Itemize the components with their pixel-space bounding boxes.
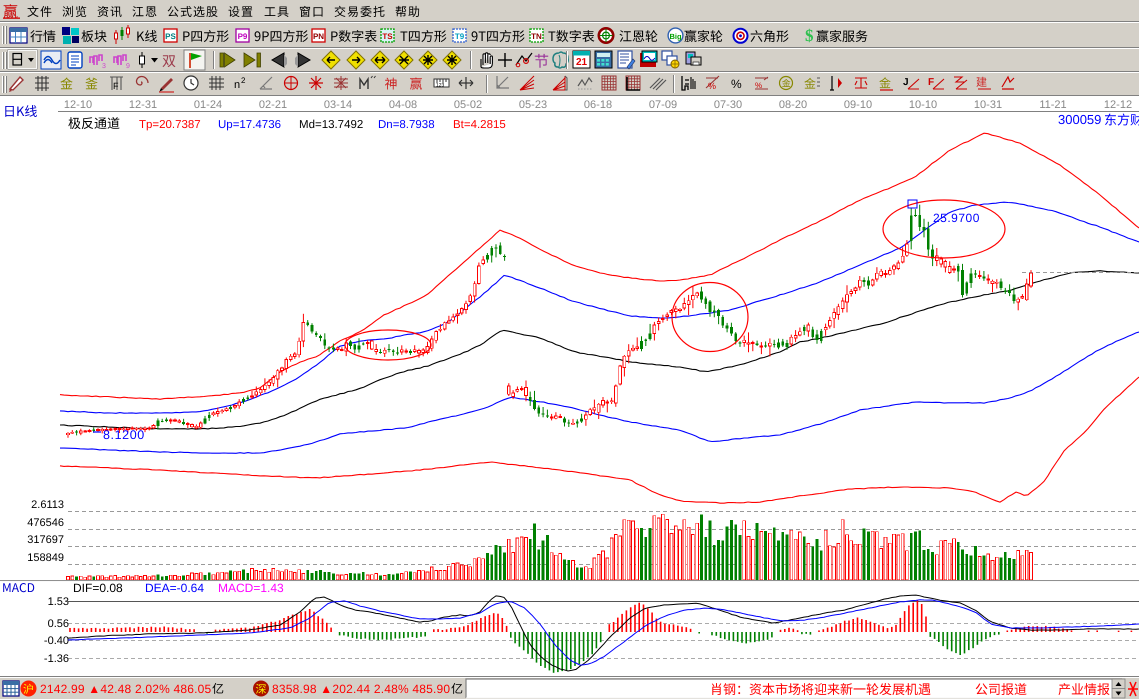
svg-text:DEA=-0.64: DEA=-0.64	[145, 581, 204, 595]
svg-text:05-02: 05-02	[454, 99, 482, 111]
svg-text:11-21: 11-21	[1039, 99, 1066, 111]
svg-text:Dn=8.7938: Dn=8.7938	[378, 119, 435, 131]
svg-text:2: 2	[241, 76, 246, 85]
svg-text:P9: P9	[238, 32, 248, 41]
svg-text:Big: Big	[669, 32, 682, 41]
svg-text:Bt=4.2815: Bt=4.2815	[453, 119, 506, 131]
svg-text:Md=13.7492: Md=13.7492	[299, 119, 363, 131]
svg-text:0.56: 0.56	[48, 618, 69, 630]
svg-text:158849: 158849	[27, 552, 64, 564]
svg-text:02-21: 02-21	[259, 99, 287, 111]
svg-text:03-14: 03-14	[324, 99, 352, 111]
svg-text:317697: 317697	[27, 534, 64, 546]
svg-text:Tp=20.7387: Tp=20.7387	[139, 119, 201, 131]
svg-text:Up=17.4736: Up=17.4736	[218, 119, 281, 131]
svg-text:3: 3	[102, 63, 106, 70]
svg-text:21: 21	[576, 57, 588, 68]
svg-text:-0.40: -0.40	[44, 635, 69, 647]
svg-text:PS: PS	[165, 32, 176, 41]
svg-text:TS: TS	[382, 32, 393, 41]
svg-text:08-20: 08-20	[779, 99, 807, 111]
svg-text:04-08: 04-08	[389, 99, 417, 111]
svg-text:%: %	[755, 81, 762, 90]
svg-text:300059: 300059	[1058, 112, 1101, 127]
svg-text:TN: TN	[531, 32, 542, 41]
svg-text:2142.99 ▲42.48 2.02% 486.05: 2142.99 ▲42.48 2.02% 486.05	[40, 682, 212, 696]
svg-text:-1.36: -1.36	[44, 653, 69, 665]
svg-text:12-31: 12-31	[129, 99, 157, 111]
svg-text:09-10: 09-10	[844, 99, 872, 111]
svg-text:25.9700: 25.9700	[933, 211, 980, 225]
svg-text:T9: T9	[455, 32, 465, 41]
svg-text:F: F	[113, 81, 119, 91]
svg-text:01-24: 01-24	[194, 99, 222, 111]
svg-text:2.6113: 2.6113	[31, 499, 64, 511]
svg-text:123: 123	[436, 83, 445, 89]
svg-text:476546: 476546	[27, 517, 64, 529]
svg-text:07-30: 07-30	[714, 99, 742, 111]
svg-text:PN: PN	[313, 32, 324, 41]
svg-text:F: F	[928, 77, 934, 88]
svg-text:MACD=1.43: MACD=1.43	[218, 581, 284, 595]
svg-text:DIF=0.08: DIF=0.08	[73, 581, 123, 595]
svg-text:8358.98 ▲202.44 2.48% 485.90: 8358.98 ▲202.44 2.48% 485.90	[272, 682, 450, 696]
svg-text:06-18: 06-18	[584, 99, 612, 111]
svg-text:n: n	[234, 79, 240, 91]
svg-text:8.1200: 8.1200	[103, 428, 145, 442]
svg-text:10-10: 10-10	[909, 99, 937, 111]
svg-text:$: $	[805, 26, 814, 45]
svg-text:10-31: 10-31	[974, 99, 1002, 111]
svg-text:9: 9	[126, 63, 130, 70]
svg-text:07-09: 07-09	[649, 99, 677, 111]
svg-text:J: J	[903, 77, 909, 88]
svg-text:12-12: 12-12	[1104, 99, 1132, 111]
svg-text:05-23: 05-23	[519, 99, 547, 111]
svg-text:%: %	[708, 81, 716, 91]
svg-text:1.53: 1.53	[48, 596, 69, 608]
svg-text:12-10: 12-10	[64, 99, 92, 111]
svg-text:%: %	[731, 77, 742, 91]
